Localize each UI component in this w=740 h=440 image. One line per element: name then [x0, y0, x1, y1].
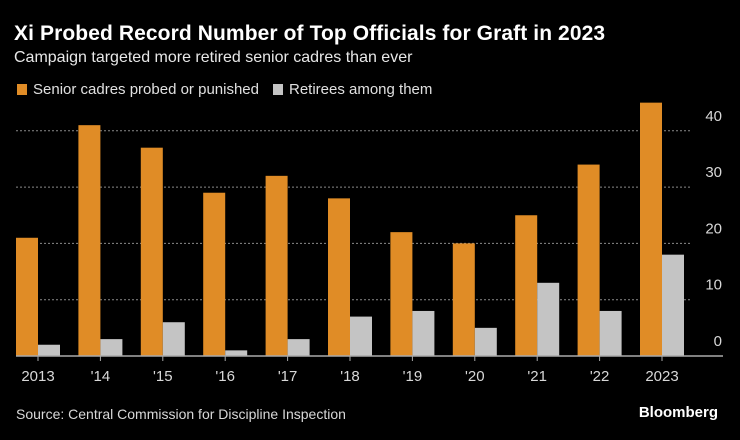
bar-retirees	[474, 327, 497, 356]
bar-senior-cadres	[515, 215, 538, 356]
bar-retirees	[412, 310, 435, 356]
x-tick-label: '19	[403, 368, 423, 385]
bar-senior-cadres	[140, 147, 163, 356]
bar-senior-cadres	[328, 198, 350, 356]
bar-retirees	[287, 339, 310, 356]
x-tick-label: 2023	[645, 368, 678, 385]
source-note: Source: Central Commission for Disciplin…	[16, 406, 346, 422]
bar-retirees	[537, 282, 560, 356]
bar-retirees	[662, 254, 684, 356]
legend-swatch-retirees	[272, 84, 283, 95]
bar-retirees	[100, 339, 123, 356]
bar-senior-cadres	[78, 125, 101, 356]
bar-retirees	[599, 310, 622, 356]
bar-senior-cadres	[640, 102, 662, 357]
legend-label-senior-cadres: Senior cadres probed or punished	[33, 81, 259, 98]
bar-senior-cadres	[265, 175, 288, 356]
bloomberg-logo: Bloomberg	[638, 404, 718, 421]
x-tick-label: '18	[340, 368, 360, 385]
bar-senior-cadres	[577, 164, 600, 356]
x-tick-label: '17	[278, 368, 298, 385]
legend-swatch-senior-cadres	[17, 84, 27, 95]
legend-item-senior-cadres: Senior cadres probed or punished	[17, 81, 259, 98]
bar-senior-cadres	[452, 243, 475, 356]
y-tick-label: 30	[705, 164, 722, 181]
bar-retirees	[162, 322, 185, 356]
x-tick-label: '14	[91, 368, 111, 385]
y-tick-label: 0	[714, 333, 722, 350]
x-tick-label: '20	[465, 368, 485, 385]
legend-label-retirees: Retirees among them	[288, 81, 433, 98]
y-tick-label: 10	[705, 277, 722, 294]
x-tick-label: '22	[590, 368, 610, 385]
x-tick-label: '21	[527, 368, 547, 385]
legend-item-retirees: Retirees among them	[272, 81, 433, 98]
bar-retirees	[225, 350, 248, 356]
bar-retirees	[350, 316, 372, 356]
bar-senior-cadres	[203, 192, 226, 356]
chart-subtitle: Campaign targeted more retired senior ca…	[14, 49, 413, 66]
bar-senior-cadres	[390, 232, 413, 356]
x-tick-label: '16	[215, 368, 235, 385]
bar-retirees	[38, 344, 60, 356]
x-tick-label: '15	[153, 368, 173, 385]
bar-senior-cadres	[16, 237, 38, 356]
chart-title: Xi Probed Record Number of Top Officials…	[14, 22, 606, 45]
y-tick-label: 20	[705, 220, 722, 237]
legend: Senior cadres probed or punished Retiree…	[17, 81, 446, 98]
y-tick-label: 40	[705, 108, 722, 125]
x-tick-label: 2013	[21, 368, 54, 385]
